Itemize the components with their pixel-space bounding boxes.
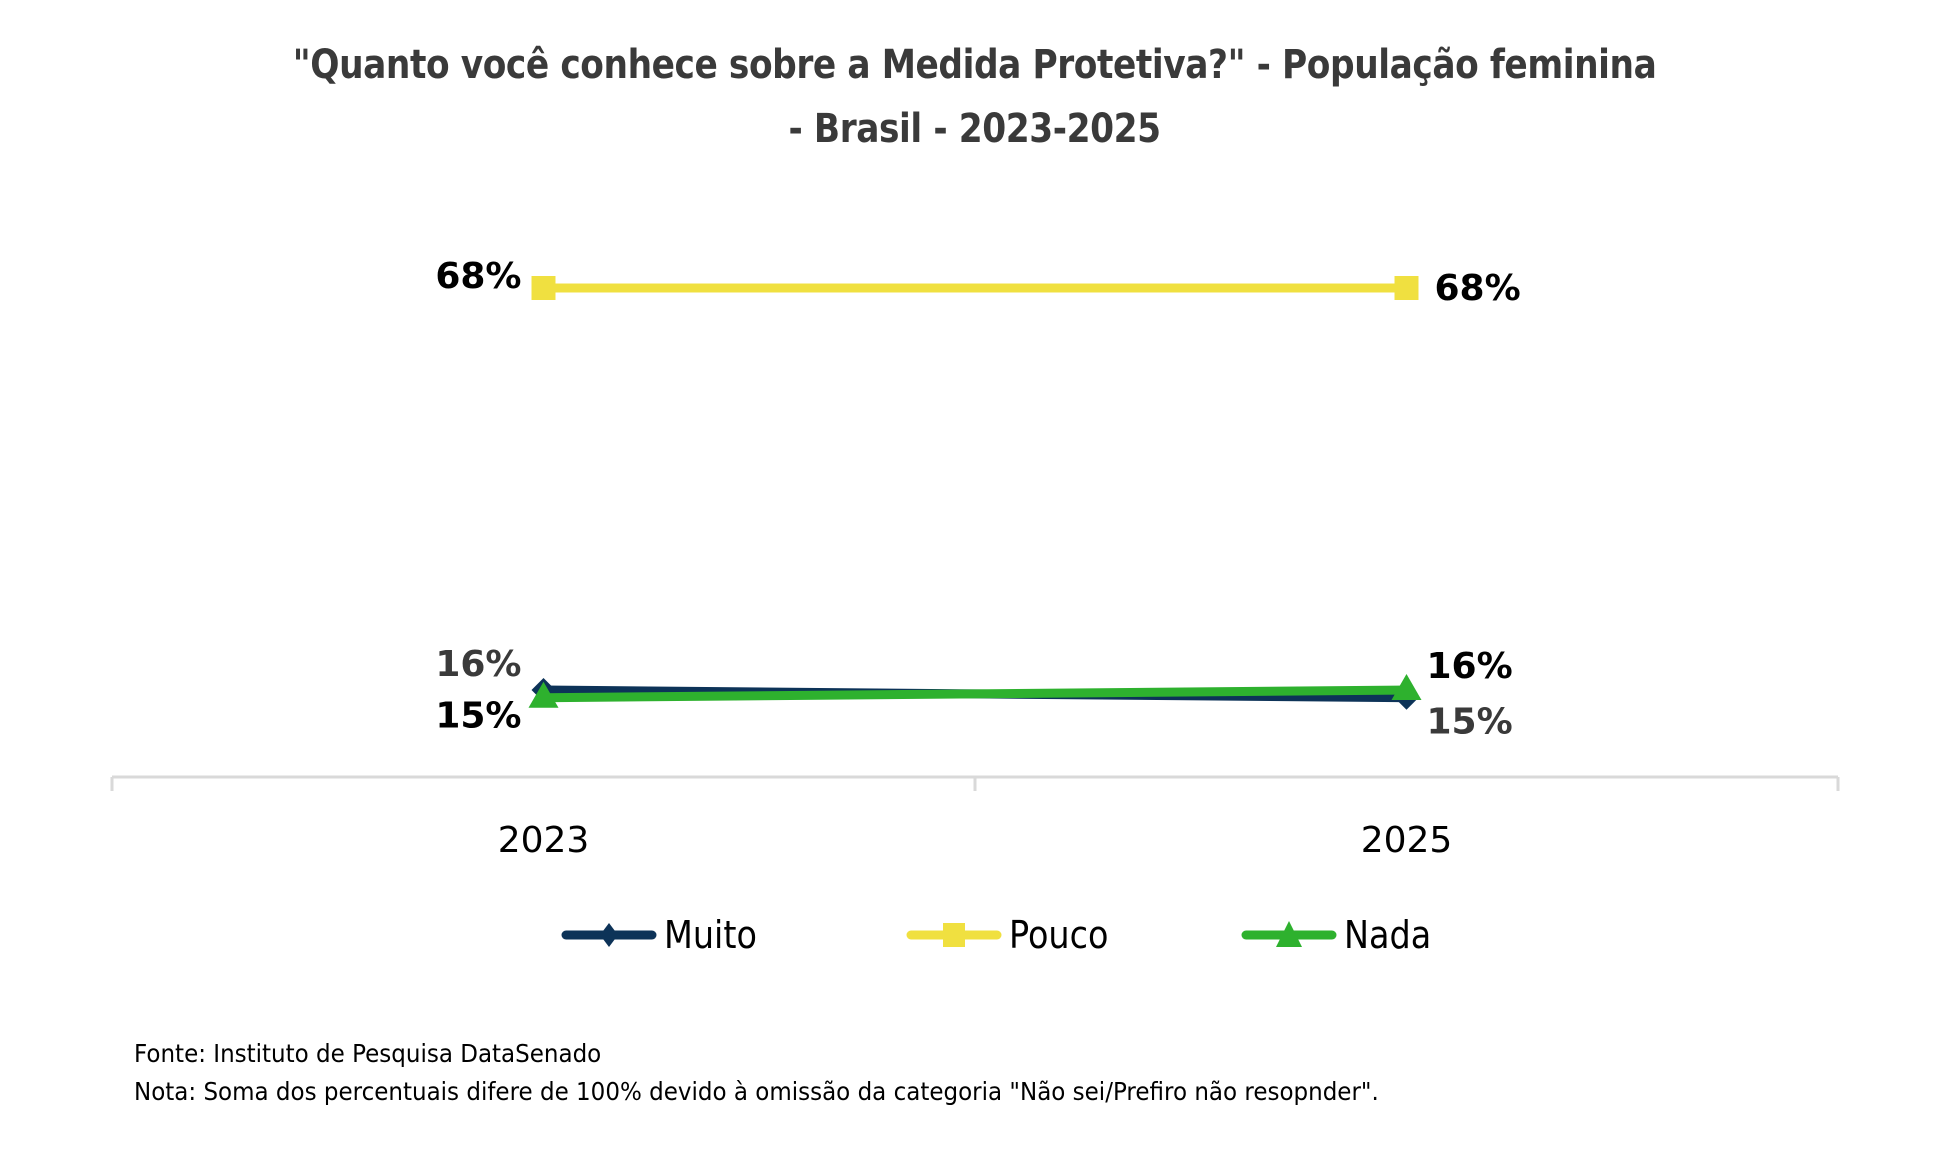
data-label-pouco: 68%	[1435, 268, 1521, 309]
legend-label: Nada	[1344, 913, 1432, 957]
legend-marker-square-icon	[906, 923, 1002, 947]
legend-item-muito: Muito	[560, 905, 770, 965]
x-tick-label: 2023	[498, 820, 590, 861]
legend: Muito Pouco Nada	[0, 905, 1949, 965]
data-label-pouco: 68%	[435, 256, 521, 297]
x-tick-label: 2025	[1361, 820, 1453, 861]
data-point-nada	[528, 681, 559, 708]
series-line-nada	[543, 685, 1407, 703]
data-point-nada	[1391, 674, 1422, 700]
data-label-muito: 15%	[1427, 702, 1513, 743]
data-label-muito: 16%	[435, 644, 521, 685]
chart-title-line-2: - Brasil - 2023-2025	[788, 106, 1162, 152]
data-label-nada: 15%	[435, 696, 521, 737]
legend-item-nada: Nada	[1240, 905, 1443, 965]
legend-marker-triangle-icon	[1241, 921, 1337, 947]
legend-label: Pouco	[1009, 913, 1109, 957]
data-label-nada: 16%	[1427, 646, 1513, 687]
data-point-pouco	[1394, 276, 1419, 300]
chart-title-line-1: "Quanto você conhece sobre a Medida Prot…	[292, 42, 1657, 88]
footer-source: Fonte: Instituto de Pesquisa DataSenado	[134, 1039, 602, 1068]
legend-marker-diamond-icon	[561, 923, 657, 947]
legend-item-pouco: Pouco	[905, 905, 1122, 965]
data-point-pouco	[531, 276, 556, 300]
legend-label: Muito	[664, 913, 757, 957]
footer-note: Nota: Soma dos percentuais difere de 100…	[134, 1077, 1379, 1106]
